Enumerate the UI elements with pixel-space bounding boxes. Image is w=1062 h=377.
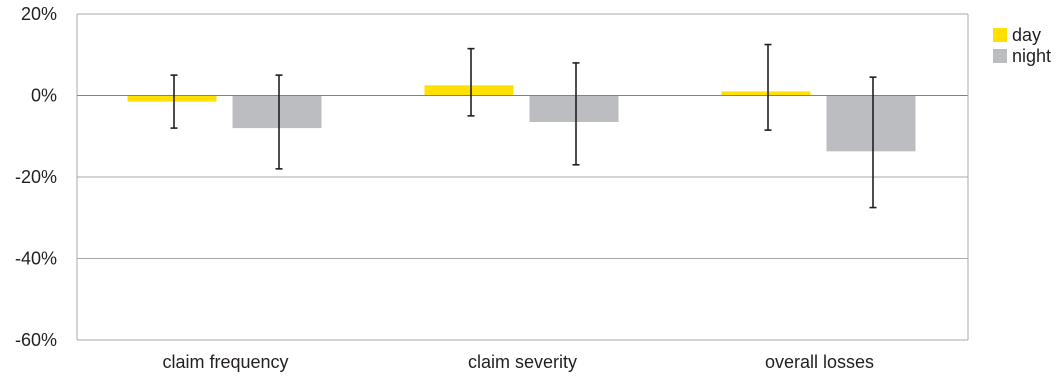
y-tick-label: 20% [21,4,57,24]
bar-night [826,95,916,152]
axes: 20% 0% -20% -40% -60% claim frequency claim se… [15,4,969,372]
bar-day [424,85,514,96]
x-category-label: overall losses [765,352,874,372]
bar-day [127,95,217,102]
y-tick-label: -20% [15,167,57,187]
legend-label-night: night [1012,46,1051,66]
bar-day [721,91,811,96]
x-category-label: claim frequency [162,352,288,372]
x-category-label: claim severity [468,352,577,372]
bar-night [529,95,619,122]
legend-swatch-day [993,28,1007,42]
gridlines [77,13,968,341]
bar-night [232,95,322,129]
legend-swatch-night [993,49,1007,63]
y-tick-label: -60% [15,330,57,350]
y-tick-label: -40% [15,249,57,269]
error-bars [170,43,877,209]
legend-label-day: day [1012,25,1041,45]
y-tick-label: 0% [31,86,57,106]
bars [127,85,916,152]
